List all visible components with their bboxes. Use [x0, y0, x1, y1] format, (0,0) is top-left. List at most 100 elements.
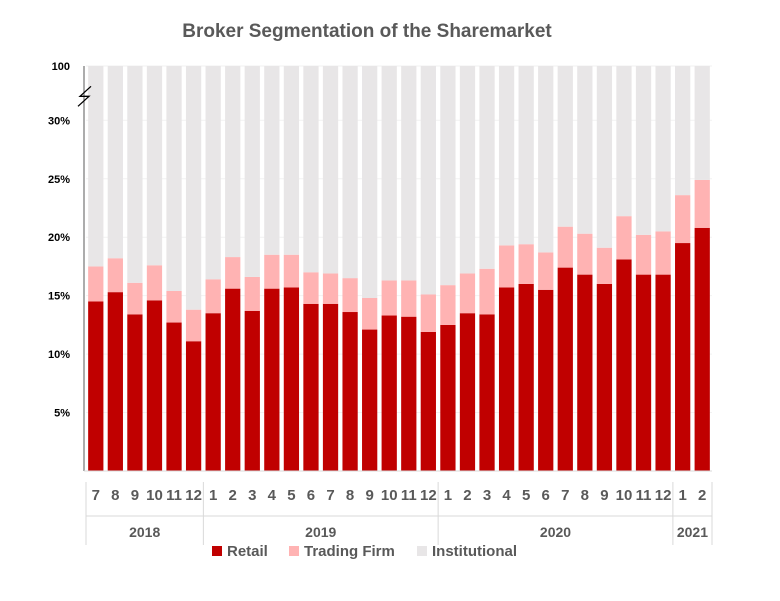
bar-trading-firm-26 — [596, 247, 613, 284]
bar-trading-firm-12 — [322, 273, 339, 304]
bar-retail-25 — [577, 274, 593, 471]
bar-trading-firm-25 — [577, 233, 593, 275]
bar-trading-firm-3 — [146, 265, 163, 301]
legend-swatch-institutional — [417, 546, 427, 556]
y-tick-label-2: 15% — [48, 291, 70, 303]
bar-retail-26 — [596, 283, 613, 471]
bar-trading-firm-29 — [655, 231, 671, 275]
bar-retail-24 — [557, 267, 573, 471]
bar-institutional-9 — [264, 66, 280, 255]
bar-institutional-27 — [616, 66, 632, 217]
bar-retail-17 — [420, 331, 436, 471]
bar-trading-firm-4 — [166, 290, 182, 323]
bar-retail-19 — [459, 313, 476, 471]
bar-retail-28 — [635, 274, 652, 471]
bar-trading-firm-14 — [362, 297, 378, 330]
bar-retail-27 — [616, 259, 632, 471]
y-tick-label-0: 5% — [54, 408, 70, 420]
bar-trading-firm-31 — [694, 179, 710, 228]
x-tick-label-23: 6 — [542, 487, 550, 504]
bar-institutional-14 — [362, 66, 378, 298]
bar-trading-firm-18 — [440, 285, 456, 325]
x-tick-label-29: 12 — [655, 487, 672, 504]
bar-institutional-5 — [185, 66, 202, 310]
x-tick-label-26: 9 — [600, 487, 608, 504]
bar-trading-firm-2 — [127, 282, 143, 315]
bar-retail-12 — [322, 303, 339, 471]
legend-swatch-trading-firm — [289, 546, 299, 556]
y-tick-label-5: 30% — [48, 115, 70, 127]
bar-trading-firm-9 — [264, 254, 280, 289]
bar-retail-14 — [362, 329, 378, 471]
year-label-2: 2020 — [540, 524, 571, 540]
legend-label-institutional: Institutional — [432, 543, 517, 560]
bar-institutional-26 — [596, 66, 613, 248]
bar-retail-4 — [166, 322, 182, 471]
x-tick-label-6: 1 — [209, 487, 217, 504]
x-tick-label-19: 2 — [463, 487, 471, 504]
bar-trading-firm-16 — [401, 280, 417, 317]
bar-retail-23 — [538, 289, 554, 471]
bar-trading-firm-1 — [107, 258, 123, 293]
bar-trading-firm-0 — [88, 266, 104, 302]
bar-retail-0 — [88, 301, 104, 471]
bar-trading-firm-11 — [303, 272, 319, 304]
bar-retail-15 — [381, 315, 397, 471]
bar-institutional-18 — [440, 66, 456, 286]
bar-institutional-0 — [88, 66, 104, 267]
x-tick-label-3: 10 — [146, 487, 163, 504]
bar-trading-firm-15 — [381, 280, 397, 316]
bar-institutional-13 — [342, 66, 358, 279]
x-tick-label-11: 6 — [307, 487, 315, 504]
bar-trading-firm-10 — [283, 254, 300, 288]
bar-retail-31 — [694, 227, 710, 471]
legend-swatch-retail — [212, 546, 222, 556]
bar-retail-9 — [264, 288, 280, 471]
bar-retail-18 — [440, 324, 456, 472]
year-label-1: 2019 — [305, 524, 336, 540]
bar-trading-firm-28 — [635, 234, 652, 275]
bar-retail-6 — [205, 313, 221, 471]
bar-institutional-29 — [655, 66, 671, 232]
y-tick-label-1: 10% — [48, 349, 70, 361]
bar-retail-2 — [127, 314, 143, 471]
bar-trading-firm-13 — [342, 278, 358, 313]
x-tick-label-16: 11 — [401, 487, 417, 504]
bar-institutional-19 — [459, 66, 476, 274]
x-tick-label-17: 12 — [420, 487, 437, 504]
bar-retail-22 — [518, 283, 534, 471]
x-tick-label-4: 11 — [166, 487, 182, 504]
bar-institutional-31 — [694, 66, 710, 180]
bar-trading-firm-6 — [205, 279, 221, 314]
y-tick-label-3: 20% — [48, 232, 70, 244]
bar-trading-firm-8 — [244, 276, 260, 311]
x-tick-label-21: 4 — [502, 487, 511, 504]
bar-trading-firm-21 — [498, 245, 515, 288]
y-tick-label-6: 100 — [52, 61, 70, 73]
x-tick-label-0: 7 — [92, 487, 100, 504]
bar-institutional-12 — [322, 66, 339, 274]
bar-institutional-3 — [146, 66, 163, 266]
bar-institutional-21 — [498, 66, 515, 246]
chart-title: Broker Segmentation of the Sharemarket — [182, 21, 552, 42]
bar-trading-firm-27 — [616, 216, 632, 260]
bar-trading-firm-20 — [479, 268, 495, 315]
bar-trading-firm-5 — [185, 309, 202, 342]
x-tick-label-9: 4 — [268, 487, 277, 504]
x-tick-label-18: 1 — [444, 487, 452, 504]
bar-retail-16 — [401, 316, 417, 471]
bar-trading-firm-17 — [420, 294, 436, 332]
bar-institutional-4 — [166, 66, 182, 291]
year-label-0: 2018 — [129, 524, 160, 540]
y-tick-label-4: 25% — [48, 174, 70, 186]
x-tick-label-30: 1 — [678, 487, 686, 504]
x-tick-label-10: 5 — [287, 487, 295, 504]
legend-label-retail: Retail — [227, 543, 268, 560]
x-tick-label-25: 8 — [581, 487, 589, 504]
bar-retail-5 — [185, 341, 202, 471]
legend-label-trading-firm: Trading Firm — [304, 543, 395, 560]
bar-institutional-1 — [107, 66, 123, 259]
bar-institutional-8 — [244, 66, 260, 277]
bar-trading-firm-23 — [538, 252, 554, 290]
